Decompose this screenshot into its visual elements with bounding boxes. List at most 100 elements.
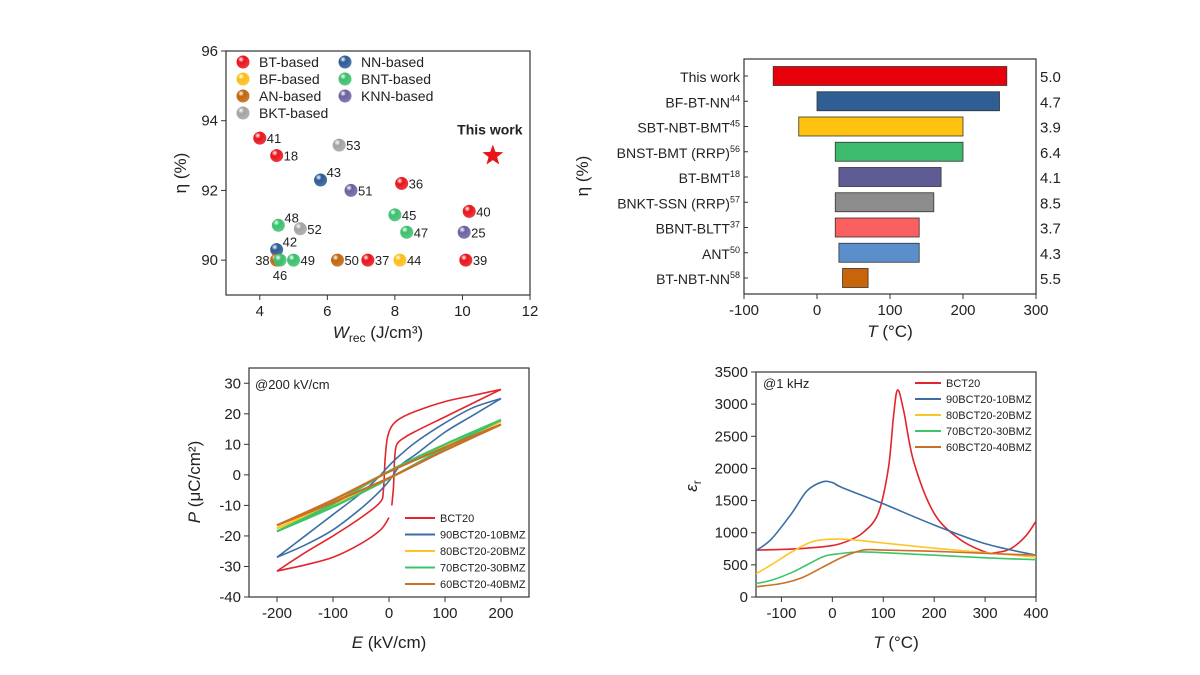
data-point-label: 49 xyxy=(301,253,315,268)
legend-label: 70BCT20-30BMZ xyxy=(440,563,526,575)
legend-label: 60BCT20-40BMZ xyxy=(946,442,1032,454)
legend-label: 80BCT20-20BMZ xyxy=(946,410,1032,422)
plot-frame xyxy=(755,371,1037,598)
y-tick-label: 90 xyxy=(201,252,218,269)
y-tick-label: 20 xyxy=(224,406,241,423)
reference-superscript: 56 xyxy=(730,144,740,154)
y-tick-label: 1000 xyxy=(715,525,748,542)
range-bar-chart: -100 0 100 200 300 η (%) T (°C) This work 5.0 BF-… xyxy=(573,58,1061,341)
x-tick-label: 300 xyxy=(1023,302,1048,319)
reference-superscript: 45 xyxy=(730,119,740,129)
y-tick-label: 1500 xyxy=(715,493,748,510)
y-tick-label: 0 xyxy=(740,589,748,606)
x-tick-label: 200 xyxy=(488,605,513,622)
series-line xyxy=(276,388,502,572)
bar-value-label: 3.7 xyxy=(1040,221,1061,238)
series-line xyxy=(755,538,1037,575)
axis-unit: (°C) xyxy=(878,322,913,341)
category-name: BT-BMT xyxy=(679,170,731,186)
data-point-label: 51 xyxy=(358,183,372,198)
x-axis-label: T (°C) xyxy=(873,633,919,652)
category-label: BBNT-BLTT37 xyxy=(656,220,740,237)
legend-label: BF-based xyxy=(259,71,320,87)
axis-subscript: rec xyxy=(349,331,366,345)
x-tick-label: -200 xyxy=(262,605,292,622)
bar-value-label: 3.9 xyxy=(1040,120,1061,137)
x-tick-label: 0 xyxy=(828,605,836,622)
x-tick-label: 100 xyxy=(871,605,896,622)
x-tick-label: 200 xyxy=(950,302,975,319)
legend-marker xyxy=(236,55,250,69)
series-line xyxy=(391,388,502,506)
x-tick-label: -100 xyxy=(729,302,759,319)
legend-marker xyxy=(236,89,250,103)
legend-marker xyxy=(338,89,352,103)
data-point xyxy=(361,253,375,267)
axis-unit: (μC/cm²) xyxy=(185,441,204,512)
legend-marker xyxy=(236,72,250,86)
reference-superscript: 57 xyxy=(730,194,740,204)
data-point-label: 25 xyxy=(471,225,485,240)
y-tick-label: 30 xyxy=(224,375,241,392)
axis-unit: (°C) xyxy=(884,633,919,652)
data-point-label: 41 xyxy=(267,131,281,146)
permittivity-chart: -100 0 100 200 300 400 0 500 1000 1500 2000 2500 300… xyxy=(682,364,1049,652)
legend-label: BCT20 xyxy=(440,513,474,525)
legend-label: KNN-based xyxy=(361,88,433,104)
x-tick-label: 100 xyxy=(432,605,457,622)
y-tick-label: 94 xyxy=(201,113,218,130)
data-point-label: 36 xyxy=(409,176,423,191)
data-point-label: 50 xyxy=(344,253,358,268)
series-line xyxy=(276,397,502,558)
y-tick-label: -40 xyxy=(219,589,241,606)
bar-value-label: 8.5 xyxy=(1040,195,1061,212)
category-name: BNKT-SSN (RRP) xyxy=(617,195,730,211)
data-point xyxy=(344,183,358,197)
y-tick-label: 92 xyxy=(201,182,218,199)
axis-symbol: E xyxy=(352,633,364,652)
x-axis-label: Wrec (J/cm³) xyxy=(333,323,423,345)
y-axis-label: P (μC/cm²) xyxy=(185,441,204,524)
x-tick-label: 6 xyxy=(323,303,331,320)
data-point-label: 43 xyxy=(327,165,341,180)
reference-superscript: 18 xyxy=(730,169,740,179)
series-line xyxy=(276,517,390,572)
y-axis-label: εr xyxy=(682,480,704,491)
category-name: BNST-BMT (RRP) xyxy=(617,145,730,161)
range-bar xyxy=(838,167,942,187)
y-tick-label: 500 xyxy=(723,557,748,574)
x-axis-label: E (kV/cm) xyxy=(352,633,427,652)
bar-value-label: 4.1 xyxy=(1040,170,1061,187)
axis-symbol: T xyxy=(867,322,879,341)
axis-symbol: ε xyxy=(682,484,701,492)
range-bar xyxy=(772,66,1008,86)
y-tick-label: -10 xyxy=(219,497,241,514)
axis-symbol: T xyxy=(873,633,885,652)
data-point-label: 46 xyxy=(273,268,287,283)
data-point-label: 45 xyxy=(402,208,416,223)
series-line xyxy=(276,423,502,527)
data-point-label: 44 xyxy=(407,253,421,268)
axis-subscript: r xyxy=(690,480,704,484)
reference-superscript: 50 xyxy=(730,245,740,255)
range-bar xyxy=(798,116,964,137)
legend-label: 70BCT20-30BMZ xyxy=(946,426,1032,438)
data-point-label: 47 xyxy=(414,225,428,240)
data-point-label: 48 xyxy=(284,210,298,225)
legend-label: NN-based xyxy=(361,54,424,70)
legend-label: 90BCT20-10BMZ xyxy=(946,394,1032,406)
legend-marker xyxy=(338,55,352,69)
y-tick-label: 2500 xyxy=(715,428,748,445)
y-tick-label: 96 xyxy=(201,43,218,60)
bar-value-label: 5.5 xyxy=(1040,271,1061,288)
range-bar xyxy=(838,242,920,263)
data-point xyxy=(287,253,301,267)
data-point xyxy=(457,225,471,239)
data-point-label: 52 xyxy=(307,222,321,237)
data-point xyxy=(400,225,414,239)
condition-annotation: @1 kHz xyxy=(763,376,809,391)
reference-superscript: 44 xyxy=(730,93,740,103)
data-point xyxy=(332,138,346,152)
